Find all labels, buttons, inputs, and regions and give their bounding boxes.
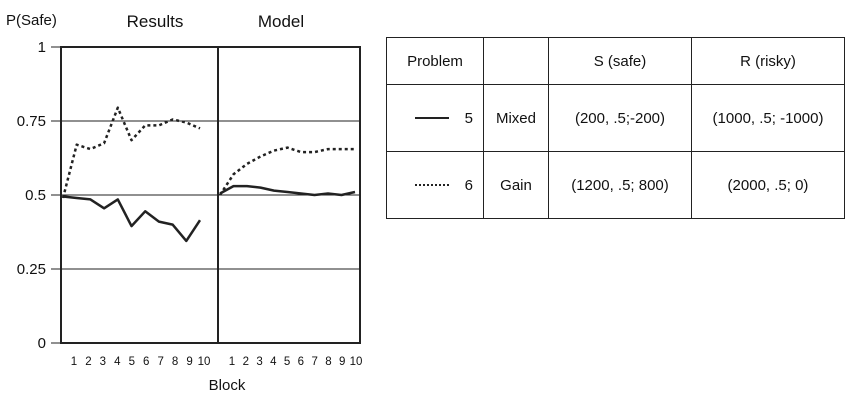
y-tick-label: 0.5 (25, 187, 46, 204)
x-tick-label: 7 (311, 356, 317, 368)
x-axis-label: Block (209, 377, 246, 394)
row-problem-cell: 6 (386, 151, 484, 219)
x-tick-label: 10 (198, 356, 211, 368)
series-line-problem-5-model (219, 184, 356, 197)
x-tick-label: 9 (186, 356, 192, 368)
x-tick-label: 3 (100, 356, 106, 368)
x-tick-label: 4 (270, 356, 277, 368)
x-tick-label: 2 (243, 356, 249, 368)
x-tick-label: 5 (129, 356, 135, 368)
x-tick-label: 7 (157, 356, 163, 368)
problem-type: Mixed (483, 84, 549, 152)
x-tick-label: 6 (298, 356, 304, 368)
series-line-problem-6-results (61, 106, 201, 199)
x-tick-label: 3 (256, 356, 262, 368)
problem-number: 6 (464, 176, 473, 194)
x-tick-label: 8 (325, 356, 331, 368)
header-type (483, 37, 549, 85)
panel-title-model: Model (258, 12, 304, 31)
safe-option: (1200, .5; 800) (548, 151, 692, 219)
y-tick-label: 0.75 (17, 113, 46, 130)
y-tick-label: 0.25 (17, 261, 46, 278)
x-tick-label: 9 (339, 356, 345, 368)
y-tick-label: 0 (38, 335, 46, 352)
x-tick-label: 5 (284, 356, 290, 368)
panel-title-results: Results (127, 12, 184, 31)
header-risky: R (risky) (691, 37, 845, 85)
x-tick-label: 1 (71, 356, 77, 368)
table-row: 6 Gain (1200, .5; 800) (2000, .5; 0) (386, 151, 845, 219)
risky-option: (2000, .5; 0) (691, 151, 845, 219)
x-tick-label: 1 (229, 356, 235, 368)
risky-option: (1000, .5; -1000) (691, 84, 845, 152)
x-tick-label: 2 (85, 356, 91, 368)
plot-frame (60, 46, 361, 344)
row-problem-cell: 5 (386, 84, 484, 152)
y-tick-label: 1 (38, 39, 46, 56)
solid-line-legend-icon (414, 117, 449, 119)
header-problem: Problem (386, 37, 484, 85)
problem-table: Problem S (safe) R (risky) 5 Mixed (200,… (386, 37, 845, 219)
y-axis-label: P(Safe) (6, 12, 57, 29)
x-tick-label: 4 (114, 356, 121, 368)
problem-number: 5 (464, 109, 473, 127)
table-header-row: Problem S (safe) R (risky) (386, 37, 845, 85)
x-tick-label: 8 (172, 356, 178, 368)
x-tick-label: 6 (143, 356, 149, 368)
series-line-problem-6-model (218, 146, 355, 196)
series-line-problem-5-results (62, 195, 202, 243)
header-safe: S (safe) (548, 37, 692, 85)
problem-type: Gain (483, 151, 549, 219)
x-tick-label: 10 (350, 356, 363, 368)
safe-option: (200, .5;-200) (548, 84, 692, 152)
table-row: 5 Mixed (200, .5;-200) (1000, .5; -1000) (386, 84, 845, 152)
dotted-line-legend-icon (414, 184, 449, 186)
